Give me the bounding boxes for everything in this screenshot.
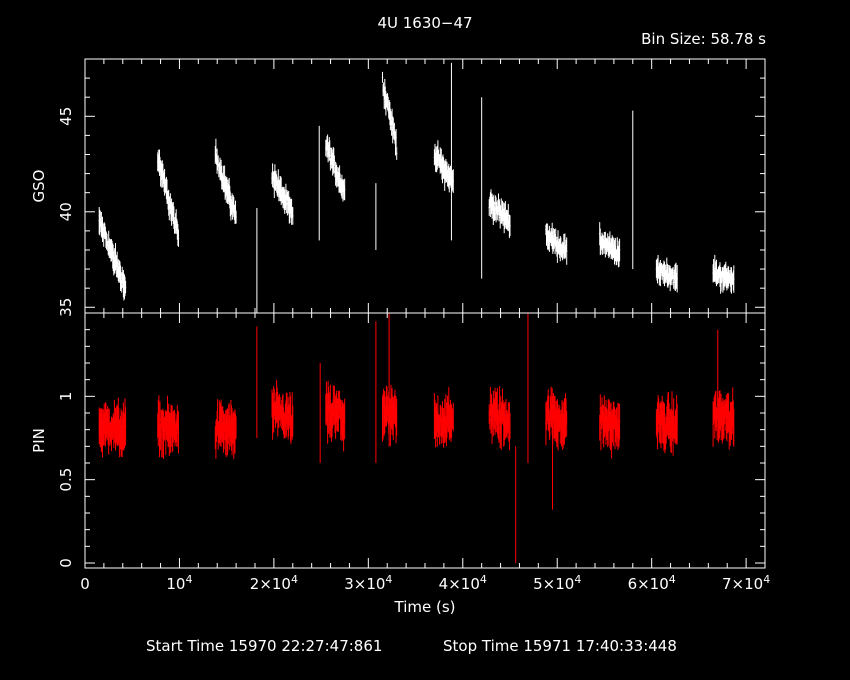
xtick-label-base: 4×10 xyxy=(439,575,480,593)
data-segment-2 xyxy=(157,149,180,247)
xtick-label: 3×104 xyxy=(344,573,392,593)
data-segment-8 xyxy=(488,386,511,451)
data-segment-3 xyxy=(214,399,237,459)
xtick-label-base: 10 xyxy=(166,575,185,593)
gso-series xyxy=(98,62,794,313)
xtick-label-exponent: 4 xyxy=(574,573,581,586)
xtick-label: 6×104 xyxy=(628,573,676,593)
data-segment-4 xyxy=(271,379,294,444)
ytick-label: 1 xyxy=(57,392,75,402)
data-segment-5 xyxy=(325,134,346,202)
xtick-label-exponent: 4 xyxy=(480,573,487,586)
start-time-label: Start Time 15970 22:27:47:861 xyxy=(146,637,383,655)
xtick-label: 7×104 xyxy=(722,573,770,593)
ytick-label: 0.5 xyxy=(57,468,75,492)
xtick-label-base: 5×10 xyxy=(533,575,574,593)
xtick-label-exponent: 4 xyxy=(669,573,676,586)
xtick-label-exponent: 4 xyxy=(185,573,192,586)
xtick-label: 0 xyxy=(80,575,90,593)
xtick-label-base: 6×10 xyxy=(628,575,669,593)
data-segment-13 xyxy=(769,389,794,448)
data-segment-9 xyxy=(545,386,568,451)
xtick-label-exponent: 4 xyxy=(291,573,298,586)
data-segment-1 xyxy=(98,397,127,458)
data-segment-2 xyxy=(157,395,180,459)
data-segment-12 xyxy=(712,387,735,450)
xtick-label-base: 2×10 xyxy=(250,575,291,593)
x-axis-label: Time (s) xyxy=(394,598,456,616)
data-segment-13 xyxy=(769,265,794,304)
pin-series xyxy=(98,313,794,563)
data-segment-9 xyxy=(545,222,568,265)
chart-title: 4U 1630−47 xyxy=(377,14,473,32)
xtick-label-base: 3×10 xyxy=(344,575,385,593)
ytick-label: 0 xyxy=(57,558,75,568)
bottom-ylabel: PIN xyxy=(30,428,48,453)
xtick-label-exponent: 4 xyxy=(763,573,770,586)
data-segment-6 xyxy=(381,71,398,160)
xtick-label: 4×104 xyxy=(439,573,487,593)
top-ylabel: GSO xyxy=(30,170,48,203)
ytick-label: 35 xyxy=(57,298,75,317)
gso-panel: 35 40 45 GSO xyxy=(30,58,794,317)
stop-time-label: Stop Time 15971 17:40:33:448 xyxy=(443,637,677,655)
xtick-label-base: 0 xyxy=(80,575,90,593)
xtick-label-base: 7×10 xyxy=(722,575,763,593)
ytick-label: 40 xyxy=(57,202,75,221)
bin-size-label: Bin Size: 58.78 s xyxy=(641,30,766,48)
data-segment-12 xyxy=(712,254,735,294)
xtick-label: 2×104 xyxy=(250,573,298,593)
data-segment-11 xyxy=(655,391,678,456)
ytick-label: 45 xyxy=(57,107,75,126)
xtick-label: 5×104 xyxy=(533,573,581,593)
data-segment-8 xyxy=(488,189,511,239)
data-segment-7 xyxy=(433,387,454,448)
data-segment-10 xyxy=(599,394,621,459)
data-segment-11 xyxy=(655,255,678,293)
xtick-label-exponent: 4 xyxy=(385,573,392,586)
data-segment-3 xyxy=(214,138,237,224)
data-segment-5 xyxy=(325,380,346,452)
data-segment-4 xyxy=(271,163,294,225)
data-segment-1 xyxy=(98,207,127,301)
xtick-label: 104 xyxy=(166,573,192,593)
data-segment-10 xyxy=(599,222,621,268)
